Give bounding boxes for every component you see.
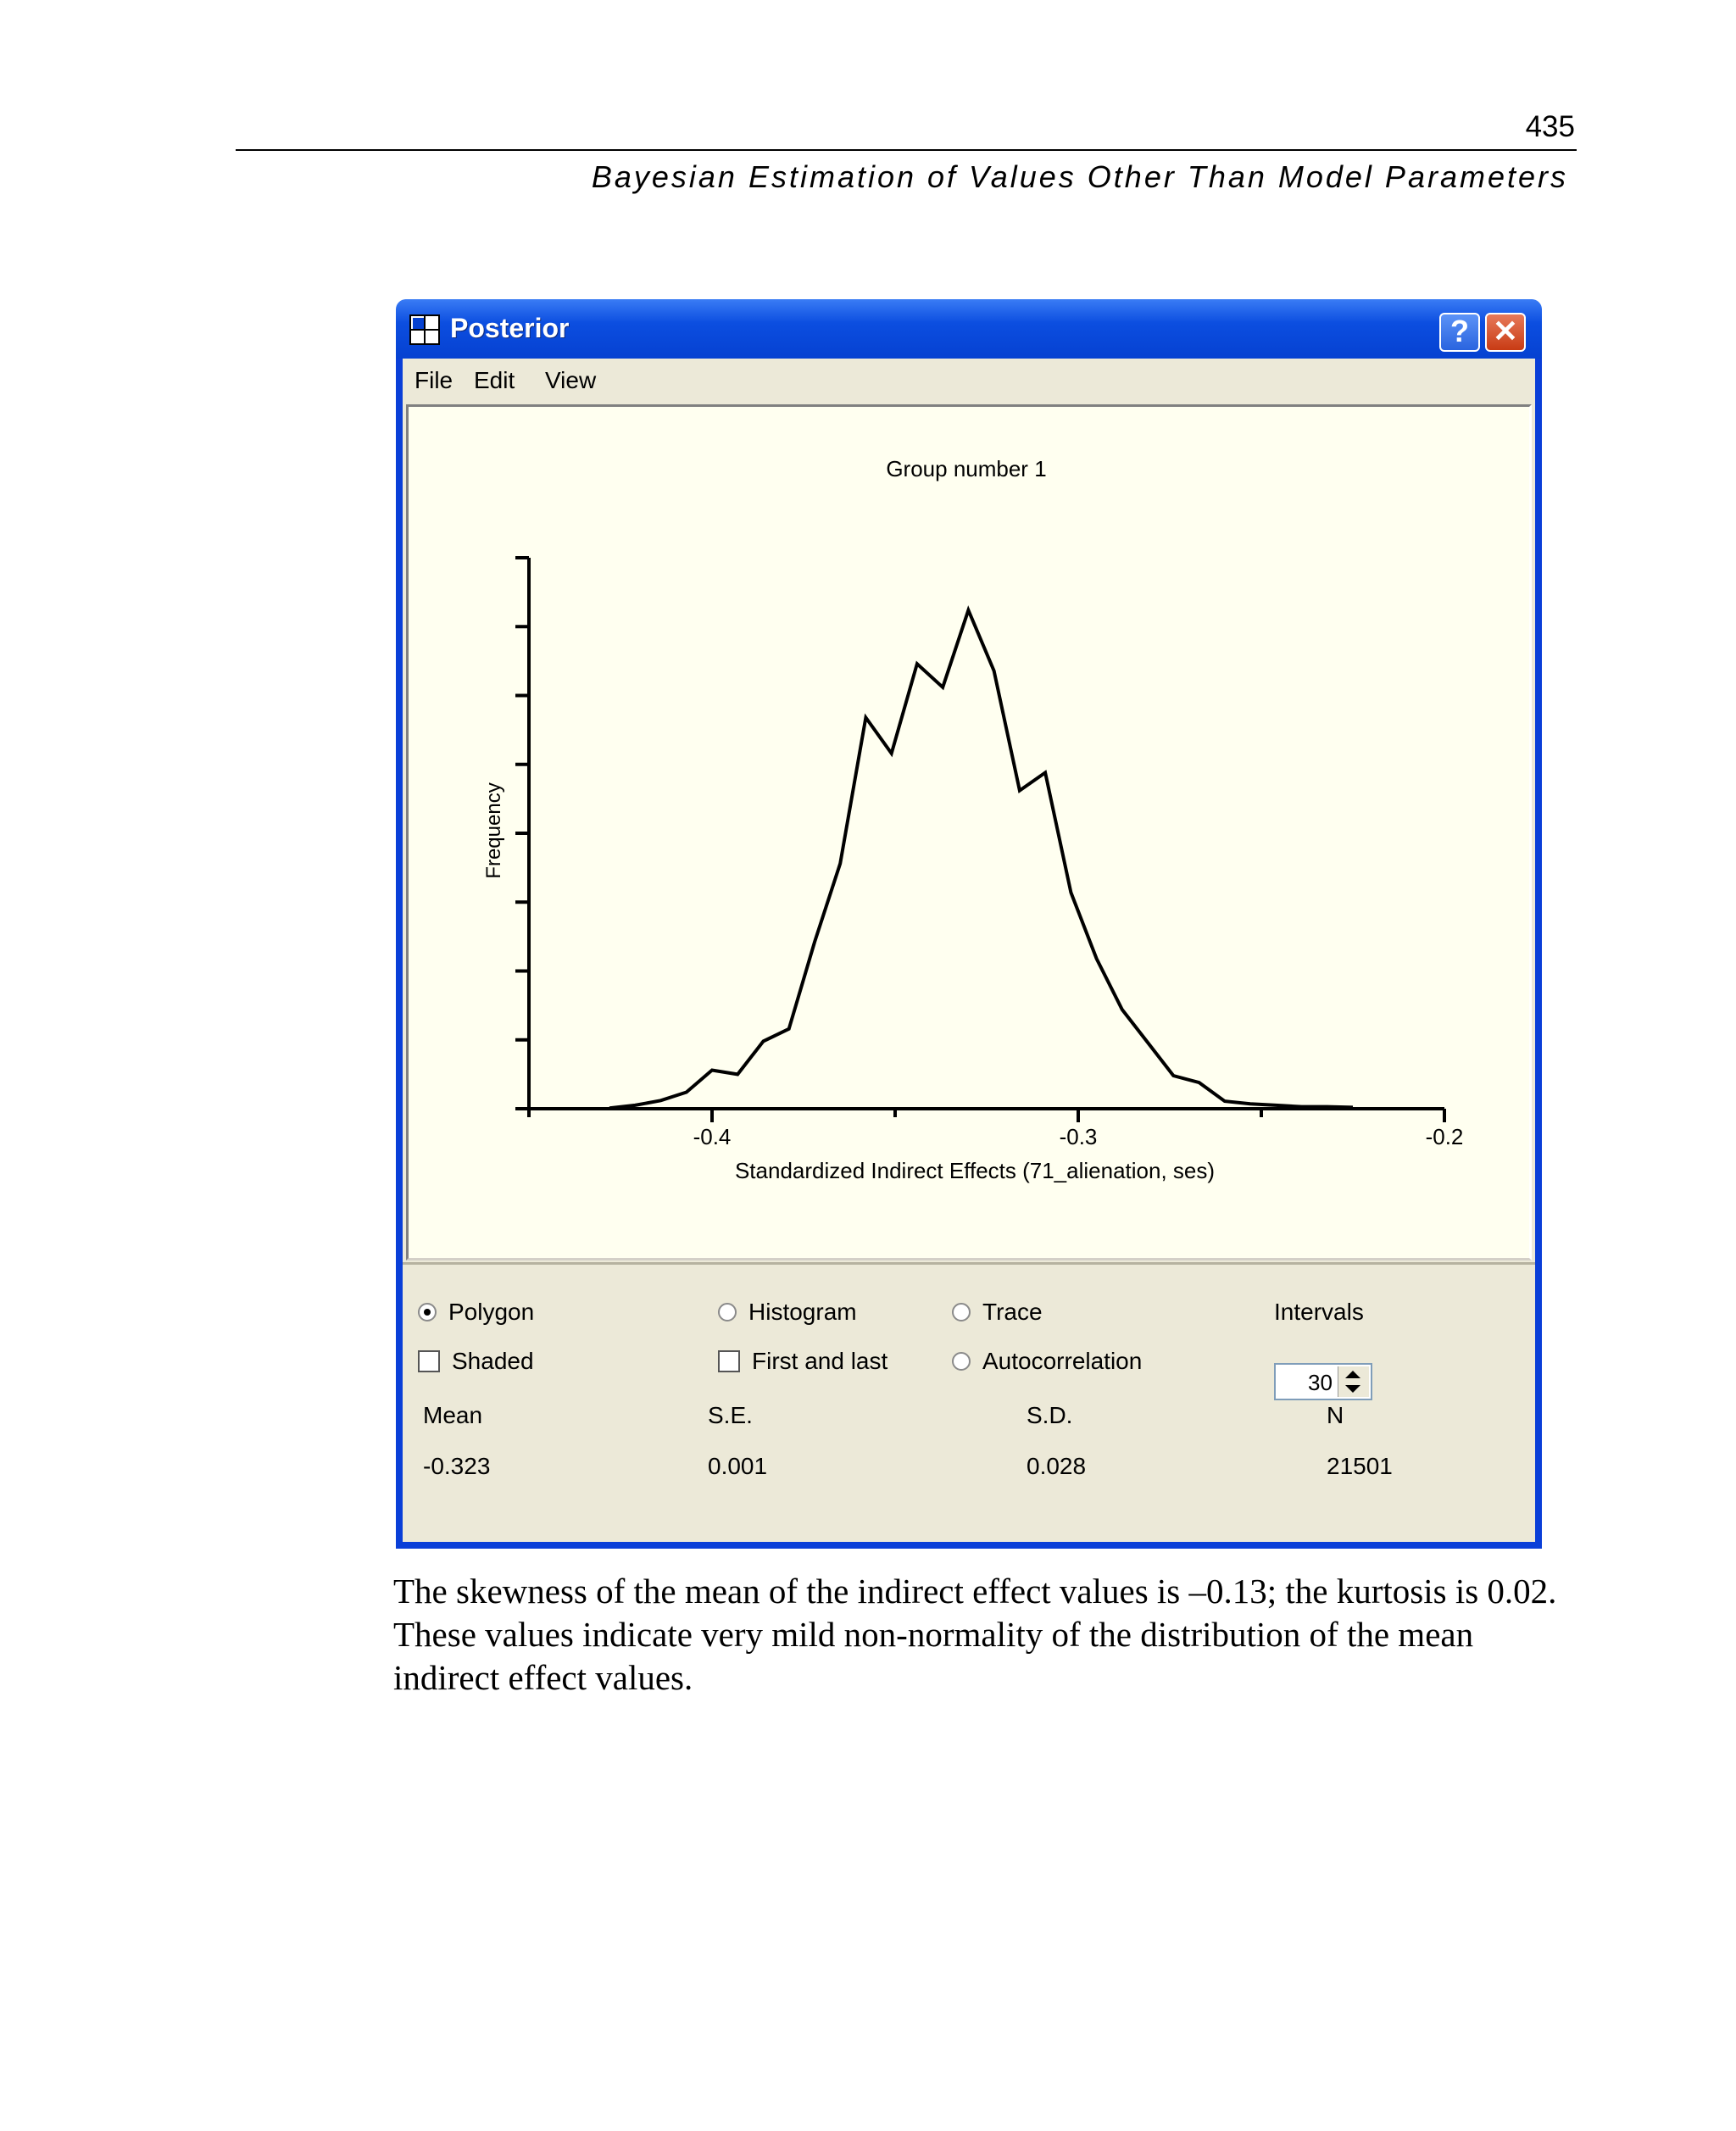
spin-down-icon[interactable] bbox=[1345, 1385, 1360, 1393]
sd-label: S.D. bbox=[1027, 1402, 1073, 1428]
close-button[interactable]: ✕ bbox=[1485, 313, 1526, 352]
body-paragraph: The skewness of the mean of the indirect… bbox=[393, 1572, 1557, 1697]
help-button[interactable]: ? bbox=[1439, 313, 1480, 352]
posterior-plot: Group number 1 Frequency Standardized In… bbox=[482, 456, 1464, 1183]
plot-axes: -0.4 -0.3 -0.2 bbox=[515, 556, 1464, 1149]
n-label: N bbox=[1327, 1402, 1344, 1428]
posterior-window: Posterior ? ✕ File Edit View Group numbe… bbox=[396, 299, 1542, 1549]
first-and-last-checkbox[interactable] bbox=[718, 1350, 740, 1372]
intervals-label: Intervals bbox=[1274, 1299, 1364, 1325]
intervals-input[interactable] bbox=[1281, 1368, 1332, 1397]
shaded-checkbox[interactable] bbox=[418, 1350, 440, 1372]
n-value: 21501 bbox=[1327, 1453, 1393, 1479]
controls-panel: Polygon Histogram Trace Intervals Shaded… bbox=[403, 1262, 1535, 1544]
y-axis-label: Frequency bbox=[482, 782, 505, 878]
se-label: S.E. bbox=[708, 1402, 753, 1428]
plot-panel: Group number 1 Frequency Standardized In… bbox=[406, 404, 1532, 1260]
autocorrelation-option[interactable]: Autocorrelation bbox=[952, 1348, 1142, 1375]
plot-title: Group number 1 bbox=[886, 456, 1046, 481]
plot-series bbox=[609, 605, 1354, 1110]
first-and-last-label: First and last bbox=[752, 1348, 888, 1374]
trace-label: Trace bbox=[982, 1299, 1043, 1325]
page-number: 435 bbox=[1525, 110, 1575, 143]
menu-edit[interactable]: Edit bbox=[474, 367, 515, 393]
x-axis-label: Standardized Indirect Effects (71_aliena… bbox=[735, 1158, 1215, 1183]
x-tick-label: -0.2 bbox=[1426, 1124, 1464, 1149]
menu-bar: File Edit View bbox=[403, 359, 1535, 403]
polygon-option[interactable]: Polygon bbox=[418, 1299, 534, 1326]
x-tick-label: -0.3 bbox=[1060, 1124, 1098, 1149]
se-value: 0.001 bbox=[708, 1453, 768, 1479]
first-and-last-option[interactable]: First and last bbox=[718, 1348, 887, 1375]
menu-file[interactable]: File bbox=[415, 367, 453, 393]
shaded-label: Shaded bbox=[452, 1348, 534, 1374]
autocorrelation-radio[interactable] bbox=[952, 1352, 971, 1371]
polygon-radio[interactable] bbox=[418, 1303, 437, 1321]
sd-value: 0.028 bbox=[1027, 1453, 1087, 1479]
intervals-spinbox[interactable] bbox=[1274, 1363, 1372, 1400]
mean-value: -0.323 bbox=[423, 1453, 491, 1479]
spin-up-icon[interactable] bbox=[1345, 1371, 1360, 1378]
trace-radio[interactable] bbox=[952, 1303, 971, 1321]
histogram-label: Histogram bbox=[748, 1299, 857, 1325]
autocorrelation-label: Autocorrelation bbox=[982, 1348, 1143, 1374]
intervals-spinner[interactable] bbox=[1338, 1366, 1369, 1397]
running-head: Bayesian Estimation of Values Other Than… bbox=[591, 159, 1568, 194]
menu-view[interactable]: View bbox=[545, 367, 597, 393]
trace-option[interactable]: Trace bbox=[952, 1299, 1043, 1326]
histogram-radio[interactable] bbox=[718, 1303, 737, 1321]
window-client: File Edit View Group number 1 Frequency … bbox=[403, 359, 1535, 1542]
window-title: Posterior bbox=[450, 313, 570, 343]
shaded-option[interactable]: Shaded bbox=[418, 1348, 534, 1375]
posterior-polygon-line bbox=[609, 605, 1354, 1110]
mean-label: Mean bbox=[423, 1402, 483, 1428]
app-icon bbox=[409, 314, 440, 345]
polygon-label: Polygon bbox=[448, 1299, 535, 1325]
histogram-option[interactable]: Histogram bbox=[718, 1299, 857, 1326]
x-tick-label: -0.4 bbox=[693, 1124, 732, 1149]
title-bar[interactable]: Posterior ? ✕ bbox=[396, 299, 1542, 359]
header-rule bbox=[236, 149, 1577, 151]
